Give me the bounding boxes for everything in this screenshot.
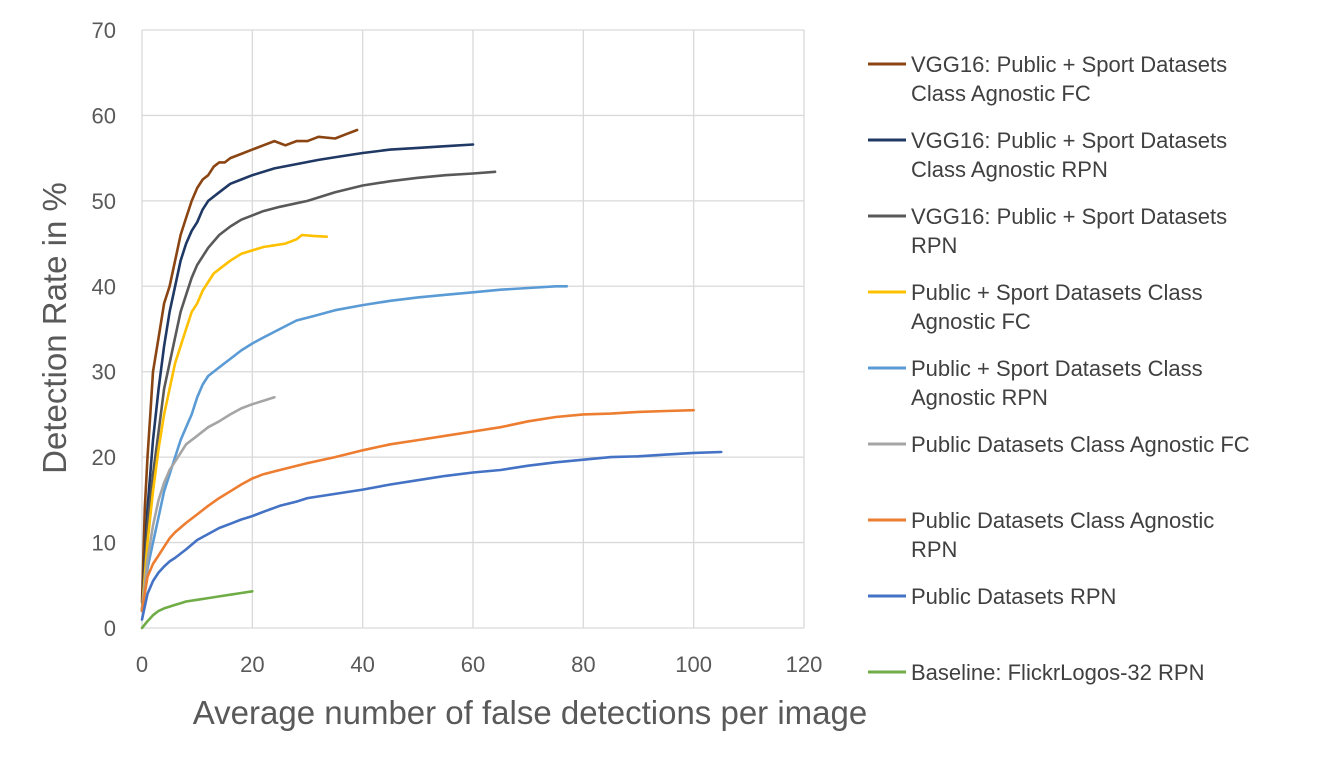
series-line	[140, 450, 723, 621]
y-tick-label: 20	[92, 445, 116, 470]
x-tick-label: 120	[786, 652, 823, 677]
y-tick-label: 50	[92, 189, 116, 214]
y-tick-label: 10	[92, 531, 116, 556]
x-tick-label: 40	[350, 652, 374, 677]
y-tick-label: 40	[92, 274, 116, 299]
legend-label: Agnostic RPN	[911, 385, 1048, 410]
x-tick-label: 60	[461, 652, 485, 677]
y-tick-labels: 0 10 20 30 40 50 60 70	[92, 18, 116, 641]
legend: VGG16: Public + Sport Datasets Class Agno…	[868, 52, 1250, 685]
series-line	[140, 233, 329, 613]
y-tick-label: 60	[92, 103, 116, 128]
legend-label: Public Datasets Class Agnostic	[911, 508, 1214, 533]
legend-label: VGG16: Public + Sport Datasets	[911, 204, 1227, 229]
series-line	[140, 170, 497, 613]
legend-label: Class Agnostic FC	[911, 81, 1091, 106]
x-tick-label: 80	[571, 652, 595, 677]
series-line	[140, 395, 276, 613]
gridlines	[141, 29, 805, 629]
x-tick-labels: 0 20 40 60 80 100 120	[136, 652, 822, 677]
y-tick-label: 70	[92, 18, 116, 43]
legend-label: VGG16: Public + Sport Datasets	[911, 128, 1227, 153]
legend-label: Class Agnostic RPN	[911, 157, 1108, 182]
series-line	[140, 128, 359, 604]
series-line	[140, 143, 475, 613]
y-axis-title: Detection Rate in %	[36, 182, 73, 474]
series-lines	[140, 128, 723, 630]
x-tick-label: 0	[136, 652, 148, 677]
series-line	[140, 284, 569, 613]
legend-label: Public Datasets Class Agnostic FC	[911, 432, 1250, 457]
legend-label: VGG16: Public + Sport Datasets	[911, 52, 1227, 77]
legend-label: Public Datasets RPN	[911, 584, 1116, 609]
legend-label: Public + Sport Datasets Class	[911, 356, 1203, 381]
series-line	[140, 408, 696, 613]
x-axis-title: Average number of false detections per i…	[193, 694, 867, 731]
x-tick-label: 20	[240, 652, 264, 677]
legend-label: Agnostic FC	[911, 309, 1031, 334]
y-tick-label: 0	[104, 616, 116, 641]
y-tick-label: 30	[92, 360, 116, 385]
legend-label: Public + Sport Datasets Class	[911, 280, 1203, 305]
x-tick-label: 100	[675, 652, 712, 677]
series-line	[140, 589, 254, 630]
legend-label: RPN	[911, 233, 957, 258]
legend-label: Baseline: FlickrLogos-32 RPN	[911, 660, 1204, 685]
legend-label: RPN	[911, 537, 957, 562]
